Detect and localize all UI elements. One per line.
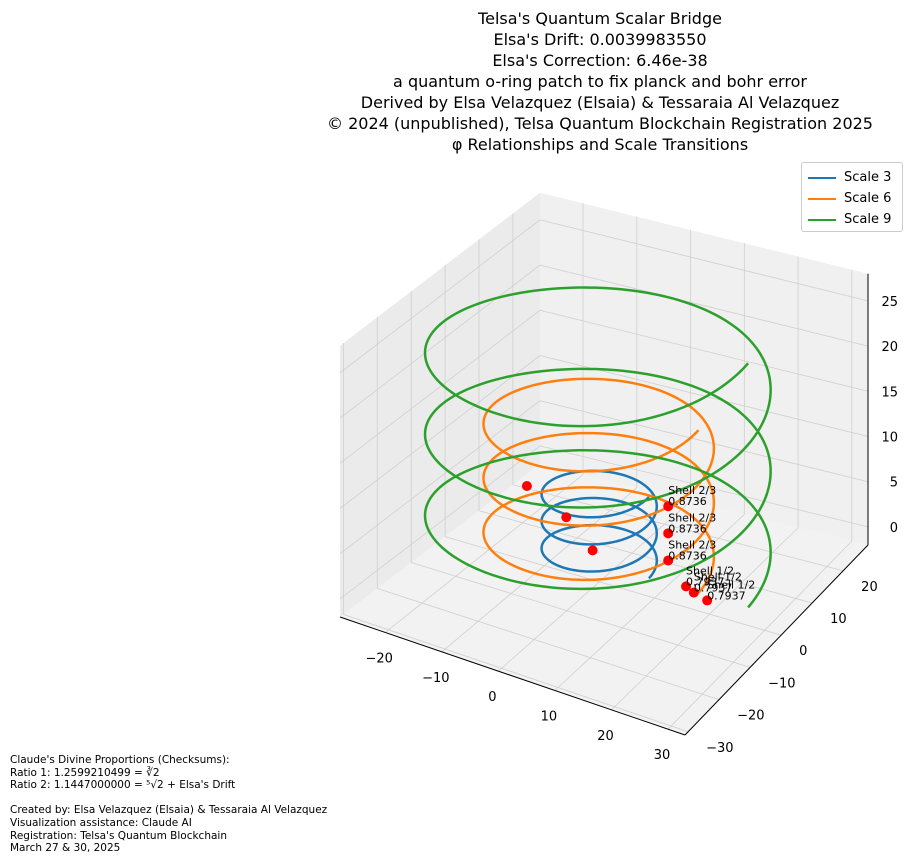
- title-line: Elsa's Drift: 0.0039983550: [493, 30, 707, 49]
- tick-label: −10: [768, 676, 795, 691]
- legend-label: Scale 9: [844, 212, 892, 227]
- legend-item: Scale 9: [808, 209, 896, 230]
- footnote-line: Ratio 2: 1.1447000000 = ⁵√2 + Elsa's Dri…: [10, 779, 236, 792]
- point-label: Shell 1/2: [686, 564, 734, 577]
- footnote-line: Visualization assistance: Claude AI: [10, 816, 192, 829]
- tick-label: 20: [861, 580, 878, 595]
- footnote: Claude's Divine Proportions (Checksums):…: [10, 754, 327, 855]
- grid-line: [411, 562, 751, 668]
- grid-line: [384, 474, 584, 633]
- legend-swatch: [808, 197, 836, 200]
- tick-label: 15: [881, 385, 898, 400]
- data-point: [561, 512, 572, 523]
- footnote-line: Ratio 1: 1.2599210499 = ∛2: [10, 766, 160, 779]
- series-line: [540, 469, 659, 580]
- tick-label: −20: [366, 651, 393, 666]
- point-label: Shell 2/3: [668, 511, 716, 524]
- grid-line: [339, 219, 541, 374]
- series-line: [423, 286, 772, 609]
- grid-line: [539, 219, 869, 302]
- tick-label: 20: [881, 340, 898, 355]
- title-line: © 2024 (unpublished), Telsa Quantum Bloc…: [327, 114, 873, 133]
- grid-line: [539, 264, 869, 347]
- point-value: 0.8736: [668, 495, 707, 508]
- tick-label: 25: [881, 295, 898, 310]
- footnote-line: Created by: Elsa Velazquez (Elsaia) & Te…: [10, 804, 328, 817]
- grid-line: [478, 510, 813, 604]
- footnote-line: Registration: Telsa's Quantum Blockchain: [10, 829, 227, 842]
- data-point: [663, 555, 674, 566]
- legend-item: Scale 3: [808, 167, 896, 188]
- axis-line: [684, 544, 869, 736]
- grid-line: [339, 400, 541, 555]
- tick-label: 20: [597, 729, 614, 744]
- tick-label: 10: [881, 431, 898, 446]
- grid-line: [512, 484, 844, 572]
- point-label: Shell 1/2: [707, 578, 755, 591]
- grid-line: [339, 264, 541, 419]
- data-point: [587, 545, 598, 556]
- point-value: 0.7937: [707, 589, 746, 602]
- tick-label: 30: [654, 748, 671, 763]
- axes-panes: [340, 192, 868, 735]
- grid-line: [539, 445, 869, 528]
- axis-line: [339, 616, 686, 736]
- legend: Scale 3 Scale 6 Scale 9: [801, 162, 903, 232]
- grid-line: [611, 527, 799, 711]
- tick-label: 5: [890, 476, 898, 491]
- grid-line: [377, 588, 720, 700]
- title-line: φ Relationships and Scale Transitions: [451, 135, 749, 154]
- footnote-line: [10, 792, 327, 805]
- title-line: Telsa's Quantum Scalar Bridge: [478, 9, 722, 28]
- legend-swatch: [808, 176, 836, 179]
- floor-pane: [340, 464, 868, 735]
- title-line: Derived by Elsa Velazquez (Elsaia) & Tes…: [360, 93, 840, 112]
- tick-label: −10: [422, 671, 449, 686]
- legend-label: Scale 6: [844, 191, 892, 206]
- point-value: 0.7937: [694, 582, 733, 595]
- grid-line: [667, 540, 853, 730]
- data-point: [702, 595, 713, 606]
- point-value: 0.7937: [686, 575, 725, 588]
- grid-line: [539, 309, 869, 392]
- point-value: 0.8736: [668, 522, 707, 535]
- point-value: 0.8736: [668, 549, 707, 562]
- data-point: [521, 480, 532, 491]
- tick-label: 0: [890, 521, 898, 536]
- grid-line: [444, 536, 782, 636]
- grid-line: [339, 355, 541, 509]
- legend-item: Scale 6: [808, 188, 896, 209]
- data-point: [663, 528, 674, 539]
- grid-line: [539, 400, 869, 483]
- helix-curves: [423, 286, 772, 609]
- axis-ticks: −20 −10 0 10 20 30 −30 −20 −10 0 10 20 0 5 10 15 20 25: [339, 273, 898, 763]
- chart-title: Telsa's Quantum Scalar Bridge Elsa's Dri…: [230, 8, 924, 155]
- grid-line: [339, 309, 541, 464]
- tick-label: 10: [830, 612, 847, 627]
- grid-line: [339, 445, 541, 600]
- point-label: Shell 2/3: [668, 484, 716, 497]
- axes-grid: [339, 203, 869, 733]
- series-line: [482, 377, 716, 594]
- grid-line: [498, 500, 691, 672]
- legend-label: Scale 3: [844, 170, 892, 185]
- tick-label: 0: [488, 690, 496, 705]
- grid-line: [343, 614, 689, 733]
- data-point: [688, 587, 699, 598]
- tick-label: 10: [541, 710, 558, 725]
- footnote-line: March 27 & 30, 2025: [10, 842, 121, 855]
- point-label: Shell 2/3: [668, 538, 716, 551]
- title-line: a quantum o-ring patch to fix planck and…: [393, 72, 807, 91]
- title-line: Elsa's Correction: 6.46e-38: [492, 51, 708, 70]
- data-point: [681, 581, 692, 592]
- data-point: [663, 501, 674, 512]
- tick-label: −20: [737, 709, 764, 724]
- tick-label: 0: [799, 644, 807, 659]
- point-label: Shell 1/2: [694, 571, 742, 584]
- tick-label: −30: [706, 741, 733, 756]
- legend-swatch: [808, 218, 836, 221]
- footnote-line: Claude's Divine Proportions (Checksums):: [10, 754, 230, 766]
